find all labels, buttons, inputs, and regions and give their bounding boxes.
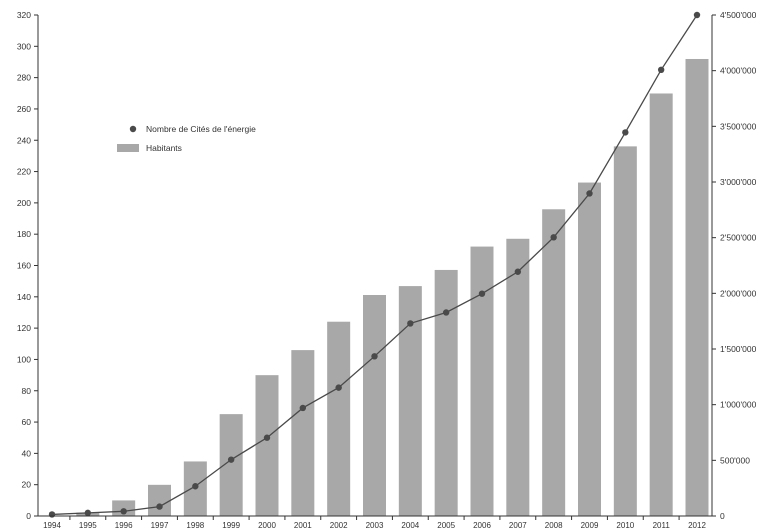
x-tick-label: 2000 — [258, 521, 276, 530]
left-tick-label: 200 — [17, 198, 31, 208]
bar-habitants-2001 — [291, 350, 315, 516]
x-tick-label: 1997 — [151, 521, 169, 530]
bar-habitants-2002 — [327, 321, 351, 516]
left-tick-label: 260 — [17, 104, 31, 114]
bar-habitants-1999 — [219, 414, 243, 516]
bar-habitants-2004 — [398, 286, 422, 516]
point-cites-2005 — [442, 309, 450, 316]
right-tick-label: 2'000'000 — [720, 288, 757, 298]
left-tick-label: 100 — [17, 354, 31, 364]
left-tick-label: 240 — [17, 135, 31, 145]
right-tick-label: 1'000'000 — [720, 400, 757, 410]
x-tick-label: 2002 — [330, 521, 348, 530]
point-cites-2003 — [371, 353, 378, 360]
point-cites-2012 — [693, 11, 701, 19]
x-tick-label: 2012 — [688, 521, 706, 530]
point-cites-2006 — [478, 290, 486, 297]
legend-marker-cites — [129, 125, 137, 133]
bar-habitants-2009 — [578, 182, 601, 516]
left-tick-label: 0 — [26, 511, 31, 521]
x-tick-label: 2007 — [509, 521, 527, 530]
x-tick-label: 2011 — [653, 521, 671, 530]
left-tick-label: 220 — [17, 167, 31, 177]
bar-habitants-2011 — [649, 93, 673, 517]
point-cites-2000 — [263, 434, 271, 441]
x-tick-label: 2003 — [366, 521, 384, 530]
bar-habitants-2000 — [255, 375, 279, 516]
point-cites-1995 — [84, 509, 92, 517]
x-axis-ticks: 1994 1995 1996 1997 1998 1999 2000 2001 2002 2003… — [43, 516, 706, 530]
left-tick-label: 20 — [22, 480, 32, 490]
left-axis-ticks: 0 20 40 60 80 100 120 140 160 180 200 220 240 260 280 3… — [17, 10, 38, 521]
bar-habitants-2010 — [613, 146, 637, 516]
right-tick-label: 2'500'000 — [720, 233, 757, 243]
point-cites-2009 — [586, 190, 593, 197]
left-tick-label: 60 — [22, 417, 32, 427]
left-tick-label: 120 — [17, 323, 31, 333]
left-tick-label: 160 — [17, 261, 31, 271]
point-cites-2002 — [335, 384, 342, 391]
point-cites-2008 — [550, 234, 557, 241]
point-cites-2007 — [514, 268, 522, 275]
point-cites-2004 — [407, 320, 414, 327]
point-cites-1997 — [156, 503, 163, 510]
x-tick-label: 2009 — [581, 521, 599, 530]
x-tick-label: 2005 — [437, 521, 455, 530]
left-tick-label: 300 — [17, 41, 31, 51]
right-tick-label: 3'000'000 — [720, 177, 757, 187]
x-tick-label: 1995 — [79, 521, 97, 530]
bar-habitants-2008 — [542, 209, 566, 516]
left-tick-label: 40 — [22, 448, 32, 458]
legend-label-habitants: Habitants — [146, 143, 182, 153]
bar-habitants-2003 — [363, 295, 386, 516]
x-tick-label: 2001 — [294, 521, 312, 530]
point-cites-2011 — [657, 66, 665, 74]
bar-habitants-2005 — [434, 269, 458, 516]
left-tick-label: 280 — [17, 73, 31, 83]
x-tick-label: 1994 — [43, 521, 61, 530]
bar-habitants-1997 — [148, 484, 171, 516]
right-tick-label: 4'000'000 — [720, 66, 757, 76]
point-cites-2001 — [299, 404, 307, 412]
legend: Nombre de Cités de l'énergie Habitants — [117, 124, 256, 153]
x-tick-label: 2008 — [545, 521, 563, 530]
point-cites-2010 — [622, 129, 629, 136]
right-axis-ticks: 0 500'000 1'000'000 1'500'000 2'000'000 2'500… — [712, 10, 757, 521]
x-tick-label: 1999 — [222, 521, 240, 530]
right-tick-label: 500'000 — [720, 455, 750, 465]
right-tick-label: 1'500'000 — [720, 344, 757, 354]
right-tick-label: 3'500'000 — [720, 121, 757, 131]
point-cites-1999 — [227, 456, 235, 463]
x-tick-label: 2006 — [473, 521, 491, 530]
point-cites-1994 — [48, 511, 56, 518]
x-tick-label: 1996 — [115, 521, 133, 530]
legend-swatch-habitants — [117, 144, 139, 152]
left-tick-label: 80 — [22, 386, 32, 396]
bar-habitants-2007 — [506, 238, 530, 516]
x-tick-label: 2004 — [401, 521, 419, 530]
points-cites — [48, 11, 701, 518]
x-tick-label: 1998 — [186, 521, 204, 530]
left-tick-label: 180 — [17, 229, 31, 239]
legend-label-cites: Nombre de Cités de l'énergie — [146, 124, 256, 134]
point-cites-1996 — [120, 508, 127, 515]
bars-habitants — [40, 58, 709, 517]
right-tick-label: 0 — [720, 511, 725, 521]
x-tick-label: 2010 — [616, 521, 634, 530]
left-tick-label: 320 — [17, 10, 31, 20]
right-tick-label: 4'500'000 — [720, 10, 757, 20]
point-cites-1998 — [192, 483, 199, 490]
left-tick-label: 140 — [17, 292, 31, 302]
bar-habitants-2006 — [470, 246, 494, 516]
bar-habitants-2012 — [685, 58, 709, 516]
